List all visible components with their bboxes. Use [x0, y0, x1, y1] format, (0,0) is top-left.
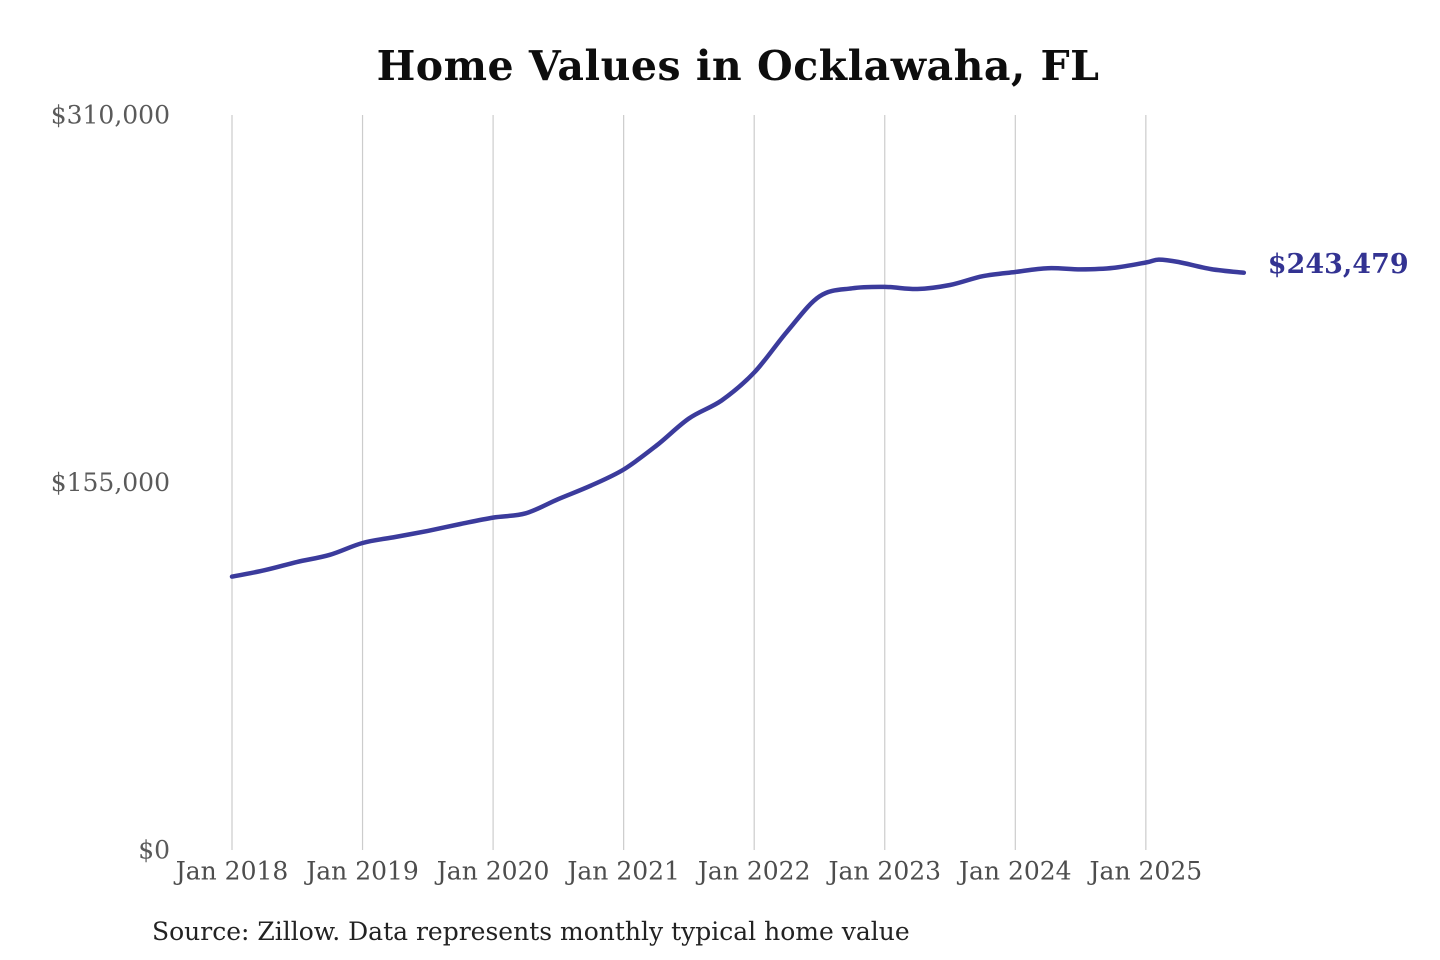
x-tick-label: Jan 2022 — [695, 857, 811, 886]
source-note: Source: Zillow. Data represents monthly … — [152, 917, 910, 946]
current-value-label: $243,479 — [1268, 249, 1409, 280]
x-tick-label: Jan 2021 — [564, 857, 680, 886]
y-tick-label: $0 — [138, 836, 170, 865]
x-tick-label: Jan 2018 — [173, 857, 289, 886]
x-tick-label: Jan 2025 — [1087, 857, 1203, 886]
y-tick-label: $155,000 — [51, 468, 170, 497]
chart-title: Home Values in Ocklawaha, FL — [376, 42, 1100, 90]
x-tick-label: Jan 2020 — [434, 857, 550, 886]
home-value-line — [229, 257, 1247, 579]
y-tick-label: $310,000 — [51, 101, 170, 130]
x-tick-label: Jan 2024 — [956, 857, 1072, 886]
x-tick-label: Jan 2023 — [825, 857, 941, 886]
x-tick-label: Jan 2019 — [303, 857, 419, 886]
